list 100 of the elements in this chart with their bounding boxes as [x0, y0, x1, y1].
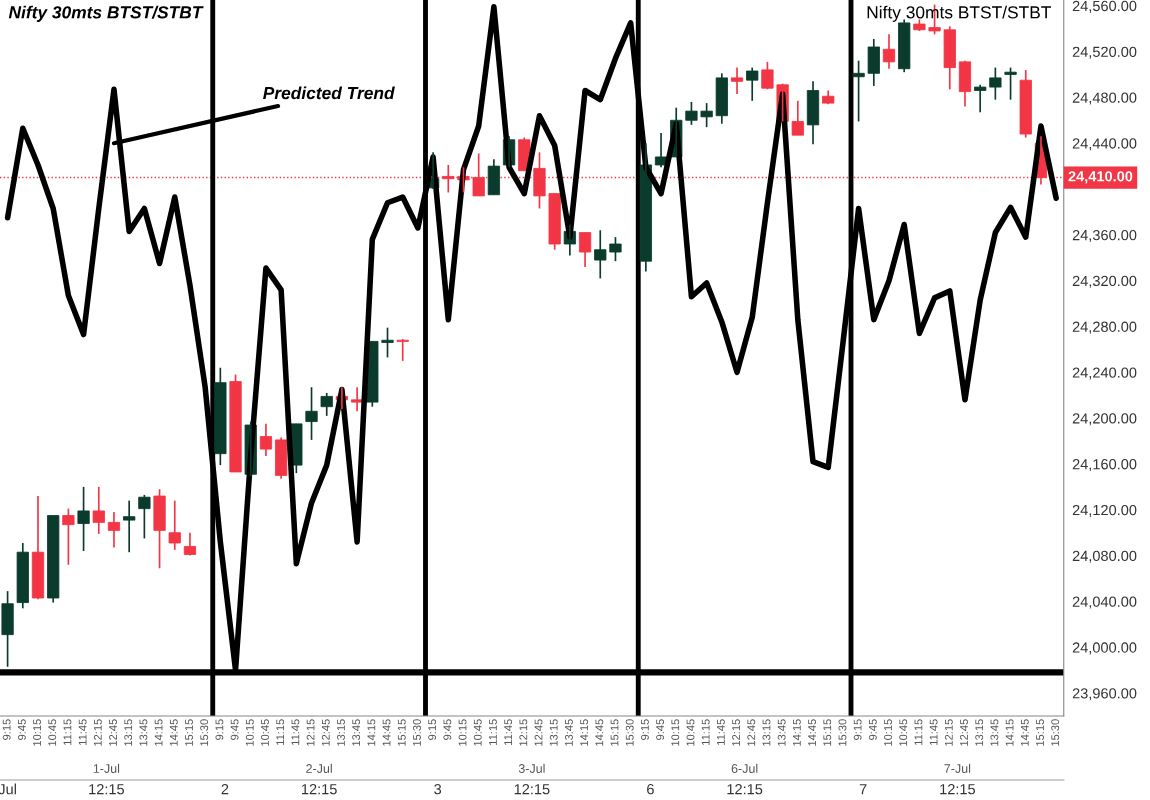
candlestick [138, 494, 151, 540]
x-tick-label: 14:15 [154, 719, 163, 746]
text: 12:15 [514, 783, 550, 795]
x-tick-label: 14:45 [169, 719, 178, 746]
candlestick [761, 61, 774, 91]
x-tick-label: 13:45 [352, 719, 361, 746]
x-tick-label: 11:15 [63, 719, 72, 745]
candlestick [214, 366, 227, 466]
x-tick-label: 13:15 [549, 719, 558, 746]
x-tick-label: 14:15 [1005, 719, 1014, 746]
x-tick-label: 10:45 [48, 719, 57, 746]
x-tick-label: 15:30 [1051, 719, 1060, 746]
x-tick-label: 15:15 [1036, 719, 1044, 746]
candlestick [305, 386, 318, 441]
candlestick [548, 192, 561, 251]
x-tick-label: 14:15 [367, 719, 376, 746]
x-tick-label: 15:15 [397, 719, 406, 746]
candlestick [381, 326, 394, 359]
text: 3-Jul [518, 763, 545, 773]
y-tick-label: 24,080.00 [1072, 550, 1137, 563]
text: 2 [221, 783, 229, 795]
x-tick-label: 9:45 [868, 719, 877, 740]
x-tick-label: 10:15 [458, 719, 467, 746]
y-tick-label: 24,200.00 [1072, 413, 1137, 426]
x-tick-label: 11:45 [291, 719, 300, 745]
y-tick-label: 24,440.00 [1072, 138, 1137, 151]
candlestick [229, 373, 242, 473]
candlestick [730, 66, 744, 95]
text: 7-Jul [944, 763, 971, 773]
candlestick [16, 542, 29, 610]
x-tick-label: 15:30 [838, 719, 847, 746]
x-tick-label: 14:15 [580, 719, 589, 746]
x-tick-label: 11:45 [717, 719, 725, 745]
x-tick-label: 10:15 [33, 719, 41, 746]
candlestick [609, 236, 622, 263]
x-tick-label: 14:45 [808, 719, 816, 746]
text: 2-Jul [306, 763, 332, 773]
x-tick-label: 13:15 [762, 719, 771, 746]
x-tick-label: 10:45 [261, 719, 269, 746]
x-tick-label: 10:15 [245, 719, 254, 746]
x-tick-label: 15:30 [625, 719, 634, 746]
candlestick [1, 590, 14, 668]
y-tick-label: 24,280.00 [1072, 321, 1137, 334]
candlestick [123, 499, 136, 554]
x-tick-label: 13:45 [564, 719, 573, 746]
y-tick-label: 24,360.00 [1072, 229, 1137, 242]
text: 1-Jul [93, 763, 120, 773]
x-tick-label: 13:15 [337, 719, 345, 746]
candlestick [852, 59, 865, 123]
x-tick-label: 12:45 [321, 719, 330, 746]
x-tick-label: 11:15 [701, 719, 710, 745]
x-tick-label: 13:45 [990, 719, 999, 746]
x-tick-label: 12:45 [747, 719, 756, 746]
x-tick-label: 11:15 [914, 719, 923, 745]
x-tick-label: 9:15 [853, 719, 862, 740]
x-tick-label: 10:15 [884, 719, 892, 746]
candlestick [685, 101, 698, 126]
candlestick [746, 66, 759, 102]
candlestick [47, 514, 60, 604]
x-tick-label: 15:30 [413, 719, 421, 746]
x-tick-label: 12:45 [534, 719, 543, 746]
x-tick-label: 13:15 [124, 719, 133, 746]
x-tick-label: 11:45 [78, 719, 87, 745]
x-tick-label: 11:15 [489, 719, 497, 745]
x-tick-label: 9:15 [2, 719, 11, 740]
candlestick [533, 151, 546, 210]
y-tick-label: 24,520.00 [1072, 46, 1137, 59]
candlestick [974, 83, 987, 114]
candlestick [715, 72, 728, 125]
y-tick-label: 24,240.00 [1072, 367, 1137, 380]
x-tick-label: 14:45 [1020, 719, 1029, 746]
candlestick [867, 38, 880, 87]
x-tick-label: 12:15 [732, 719, 741, 746]
ref-line-label: 24,410.00 [1068, 171, 1133, 184]
x-tick-label: 14:45 [382, 719, 391, 746]
x-tick-label: 12:15 [944, 719, 953, 746]
candlestick [1019, 69, 1032, 139]
x-tick-label: 15:30 [200, 719, 209, 746]
x-tick-label: 11:45 [504, 719, 513, 745]
x-tick-label: 9:45 [230, 719, 239, 740]
candlestick [1004, 66, 1017, 101]
x-tick-label: 11:15 [276, 719, 285, 745]
y-tick-label: 24,000.00 [1072, 642, 1137, 655]
x-tick-label: 14:45 [595, 719, 604, 746]
y-tick-label: 23,960.00 [1072, 688, 1137, 701]
text: 6-Jul [731, 763, 758, 773]
x-tick-label: 10:45 [686, 719, 695, 746]
candlestick [791, 99, 804, 137]
candlestick [396, 338, 409, 362]
x-tick-label: 12:15 [93, 719, 102, 746]
x-tick-label: 12:45 [960, 719, 968, 746]
y-tick-label: 24,120.00 [1072, 504, 1137, 517]
candlestick [168, 499, 181, 551]
x-tick-label: 10:15 [671, 719, 680, 746]
y-tick-label: 24,160.00 [1072, 459, 1137, 472]
x-tick-label: 9:45 [656, 719, 665, 740]
x-tick-label: 9:15 [640, 719, 649, 740]
candlestick [594, 229, 607, 280]
text: 7 [859, 784, 867, 795]
candlestick [77, 486, 90, 552]
